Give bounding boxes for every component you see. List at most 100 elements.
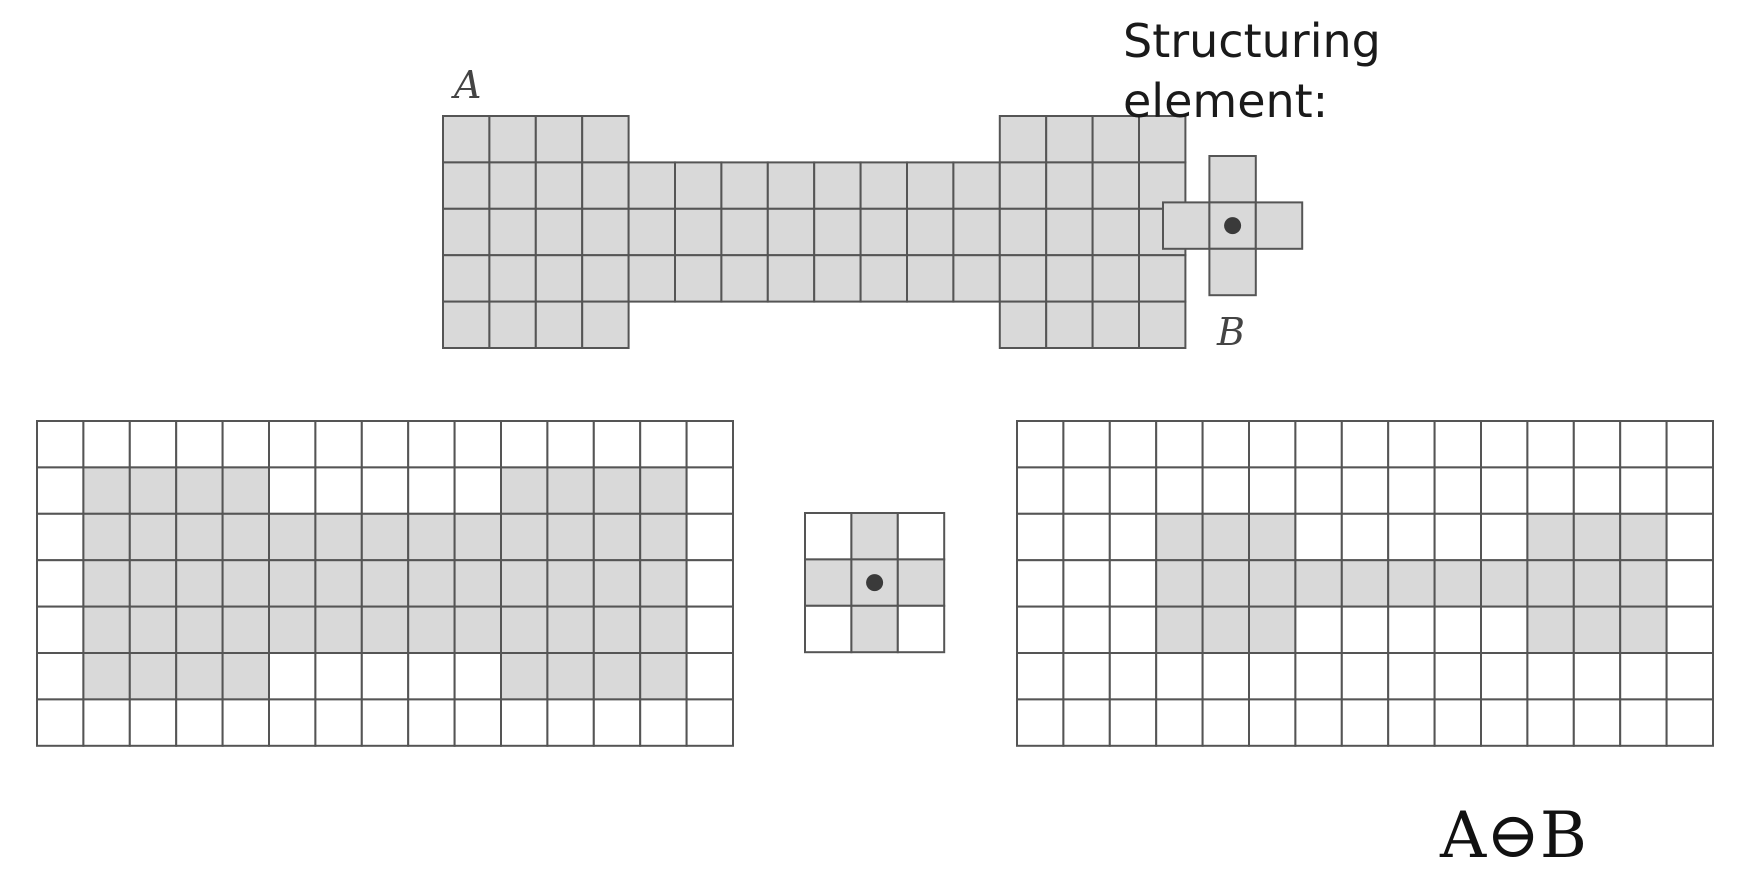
grid-cell-filled: [1433, 559, 1482, 608]
grid-cell-empty: [1572, 652, 1622, 701]
grid-cell-filled: [488, 115, 537, 164]
grid-cell-empty: [1294, 420, 1343, 469]
grid-cell-empty: [1294, 652, 1343, 701]
grid-cell-filled: [546, 559, 595, 608]
grid-cell-filled: [534, 115, 584, 164]
grid-cell-empty: [546, 420, 595, 469]
grid-cell-filled: [1138, 254, 1187, 303]
grid-cell-empty: [1340, 605, 1390, 654]
grid-cell-empty: [1294, 512, 1343, 562]
grid-cell-filled: [268, 559, 317, 608]
origin-dot: [866, 574, 884, 592]
grid-cell-empty: [268, 466, 317, 515]
grid-cell-empty: [1619, 466, 1668, 515]
grid-cell-filled: [1526, 512, 1575, 562]
structuring-element-boxed-grid: [804, 512, 946, 654]
grid-cell-filled: [998, 207, 1048, 257]
grid-cell-empty: [1155, 652, 1204, 701]
grid-cell-empty: [360, 698, 410, 747]
grid-cell-empty: [1062, 698, 1111, 747]
grid-cell-filled: [546, 605, 595, 654]
grid-cell-empty: [1433, 652, 1482, 701]
grid-cell-empty: [1340, 698, 1390, 747]
grid-cell-filled: [1155, 605, 1204, 654]
grid-cell-filled: [1526, 605, 1575, 654]
grid-cell-empty: [1480, 652, 1529, 701]
grid-cell-filled: [998, 115, 1048, 164]
grid-cell-filled: [639, 559, 688, 608]
grid-cell-empty: [1062, 559, 1111, 608]
grid-cell-filled: [500, 605, 549, 654]
grid-cell-filled: [314, 559, 363, 608]
grid-cell-filled: [592, 652, 642, 701]
grid-cell-filled: [442, 161, 491, 210]
grid-cell-empty: [500, 698, 549, 747]
grid-cell-empty: [896, 512, 946, 561]
grid-cell-filled: [360, 512, 410, 562]
grid-cell-empty: [592, 420, 642, 469]
grid-cell-empty: [1201, 652, 1250, 701]
grid-cell-empty: [1665, 559, 1714, 608]
grid-cell-filled: [488, 300, 537, 350]
grid-cell-empty: [314, 466, 363, 515]
grid-cell-filled: [906, 254, 955, 303]
grid-cell-filled: [639, 605, 688, 654]
grid-cell-filled: [442, 300, 491, 350]
grid-cell-filled: [1480, 559, 1529, 608]
grid-cell-filled: [534, 207, 584, 257]
grid-cell-empty: [1526, 420, 1575, 469]
grid-cell-filled: [268, 605, 317, 654]
grid-cell-empty: [453, 420, 503, 469]
grid-cell-empty: [1294, 605, 1343, 654]
grid-cell-filled: [453, 512, 503, 562]
grid-cell-empty: [1387, 466, 1436, 515]
grid-cell-empty: [1062, 512, 1111, 562]
grid-cell-empty: [1248, 420, 1297, 469]
grid-cell-filled: [581, 115, 630, 164]
grid-cell-empty: [128, 420, 178, 469]
grid-cell-empty: [268, 420, 317, 469]
grid-cell-empty: [685, 559, 734, 608]
grid-cell-filled: [1526, 559, 1575, 608]
set-a-label: A: [451, 63, 481, 107]
grid-cell-filled: [534, 300, 584, 350]
grid-cell-filled: [453, 559, 503, 608]
grid-cell-empty: [407, 466, 456, 515]
grid-cell-empty: [1665, 466, 1714, 515]
grid-cell-filled: [952, 207, 1001, 257]
grid-cell-filled: [175, 652, 224, 701]
grid-cell-empty: [639, 420, 688, 469]
grid-cell-filled: [546, 652, 595, 701]
grid-cell-filled: [581, 161, 630, 210]
grid-cell-empty: [82, 420, 131, 469]
grid-cell-filled: [1254, 201, 1304, 250]
grid-cell-filled: [82, 605, 131, 654]
grid-cell-filled: [627, 161, 676, 210]
grid-cell-empty: [175, 420, 224, 469]
grid-cell-filled: [82, 466, 131, 515]
grid-cell-empty: [1433, 466, 1482, 515]
grid-cell-empty: [36, 420, 85, 469]
grid-cell-filled: [766, 207, 816, 257]
grid-cell-empty: [314, 698, 363, 747]
grid-cell-filled: [581, 207, 630, 257]
grid-cell-empty: [804, 512, 853, 561]
grid-cell-filled: [82, 512, 131, 562]
structuring-element-grid: [1162, 155, 1304, 297]
grid-cell-empty: [314, 652, 363, 701]
grid-cell-filled: [314, 512, 363, 562]
set-a-grid: [442, 115, 1187, 350]
origin-dot: [1224, 217, 1242, 235]
grid-cell-empty: [804, 604, 853, 654]
grid-cell-filled: [488, 207, 537, 257]
grid-cell-filled: [128, 466, 178, 515]
grid-cell-empty: [1108, 466, 1158, 515]
grid-cell-filled: [546, 512, 595, 562]
grid-cell-filled: [592, 466, 642, 515]
grid-cell-empty: [268, 698, 317, 747]
grid-cell-empty: [1433, 512, 1482, 562]
grid-cell-filled: [500, 652, 549, 701]
grid-cell-empty: [1294, 698, 1343, 747]
grid-cell-empty: [1572, 420, 1622, 469]
